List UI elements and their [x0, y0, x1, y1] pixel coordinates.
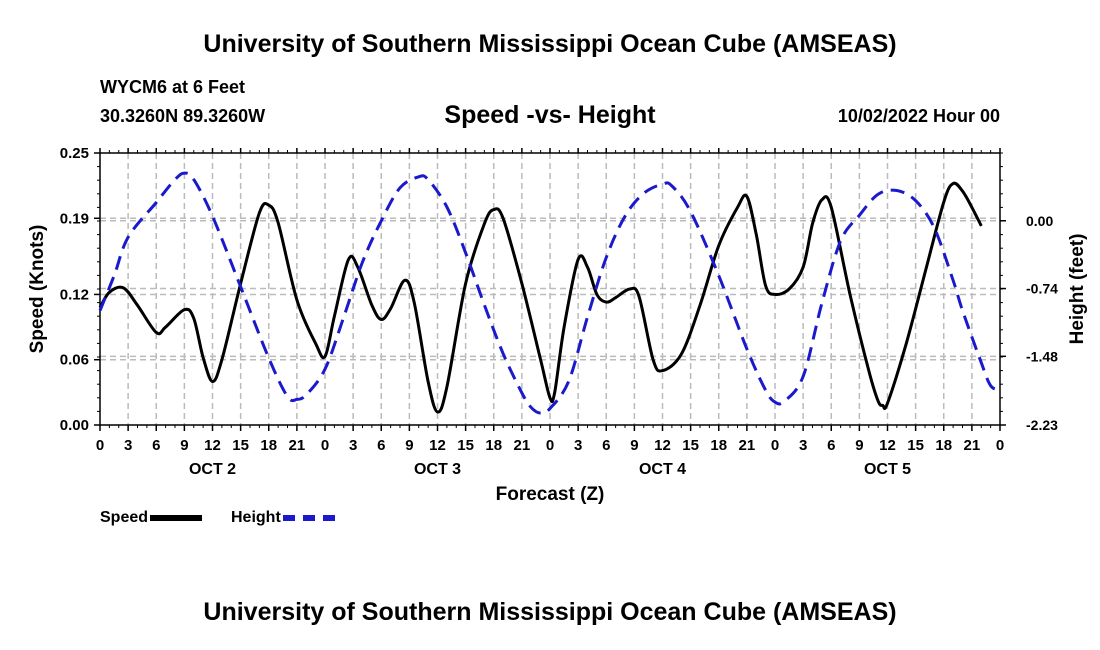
y-left-tick-label: 0.12 — [60, 286, 89, 303]
series-line-speed — [98, 181, 983, 414]
x-tick-label: 0 — [321, 437, 329, 454]
legend-speed: Speed — [100, 509, 203, 527]
x-tick-label: 18 — [710, 437, 727, 454]
x-tick-label: 12 — [204, 437, 221, 454]
y-right-axis-title: Height (feet) — [1067, 234, 1088, 345]
page-title: University of Southern Mississippi Ocean… — [203, 30, 897, 58]
y-right-tick-label: -2.23 — [1026, 417, 1058, 433]
x-tick-label: 0 — [996, 437, 1004, 454]
station-label: WYCM6 at 6 Feet — [100, 77, 246, 97]
forecast-datetime: 10/02/2022 Hour 00 — [837, 106, 1000, 126]
day-label: OCT 5 — [864, 461, 911, 478]
x-tick-label: 9 — [630, 437, 638, 454]
y-left-tick-label: 0.25 — [60, 145, 89, 162]
legend-speed-label: Speed — [100, 509, 149, 526]
day-label: OCT 2 — [189, 461, 236, 478]
x-tick-label: 18 — [260, 437, 277, 454]
x-tick-label: 12 — [654, 437, 671, 454]
x-tick-label: 15 — [682, 437, 699, 454]
day-label: OCT 4 — [639, 461, 686, 478]
x-tick-label: 0 — [96, 437, 104, 454]
x-axis-title: Forecast (Z) — [496, 484, 605, 505]
x-tick-label: 3 — [349, 437, 357, 454]
day-label: OCT 3 — [414, 461, 461, 478]
x-tick-label: 9 — [855, 437, 863, 454]
x-tick-label: 9 — [180, 437, 188, 454]
chart-subtitle: Speed -vs- Height — [444, 101, 656, 129]
y-right-tick-label: 0.00 — [1026, 213, 1053, 229]
x-tick-label: 12 — [429, 437, 446, 454]
x-tick-label: 9 — [405, 437, 413, 454]
x-tick-label: 15 — [457, 437, 474, 454]
x-tick-label: 12 — [879, 437, 896, 454]
plot-frame — [99, 152, 1001, 426]
x-tick-label: 0 — [771, 437, 779, 454]
y-right-tick-label: -0.74 — [1026, 281, 1058, 297]
legend-height-swatch — [282, 515, 335, 521]
x-tick-label: 3 — [799, 437, 807, 454]
x-tick-label: 3 — [574, 437, 582, 454]
x-tick-label: 18 — [485, 437, 502, 454]
y-left-tick-label: 0.00 — [60, 417, 89, 434]
legend-height: Height — [231, 509, 335, 527]
legend-height-label: Height — [231, 509, 281, 526]
x-tick-label: 3 — [124, 437, 132, 454]
x-tick-label: 6 — [152, 437, 160, 454]
x-tick-label: 15 — [232, 437, 249, 454]
coordinates-label: 30.3260N 89.3260W — [100, 106, 266, 126]
x-tick-label: 6 — [827, 437, 835, 454]
series-line-height — [98, 171, 1001, 415]
y-left-tick-label: 0.19 — [60, 210, 89, 227]
x-tick-label: 15 — [907, 437, 924, 454]
x-tick-label: 18 — [935, 437, 952, 454]
x-tick-label: 6 — [377, 437, 385, 454]
x-tick-label: 0 — [546, 437, 554, 454]
x-tick-label: 21 — [739, 437, 756, 454]
y-left-tick-label: 0.06 — [60, 352, 89, 369]
legend-speed-swatch — [150, 515, 203, 521]
x-tick-label: 21 — [964, 437, 981, 454]
x-tick-label: 6 — [602, 437, 610, 454]
y-right-tick-label: -1.48 — [1026, 348, 1058, 364]
x-tick-label: 21 — [514, 437, 531, 454]
y-left-axis-title: Speed (Knots) — [27, 225, 48, 354]
page-title-repeat: University of Southern Mississippi Ocean… — [203, 598, 897, 626]
x-tick-label: 21 — [289, 437, 306, 454]
